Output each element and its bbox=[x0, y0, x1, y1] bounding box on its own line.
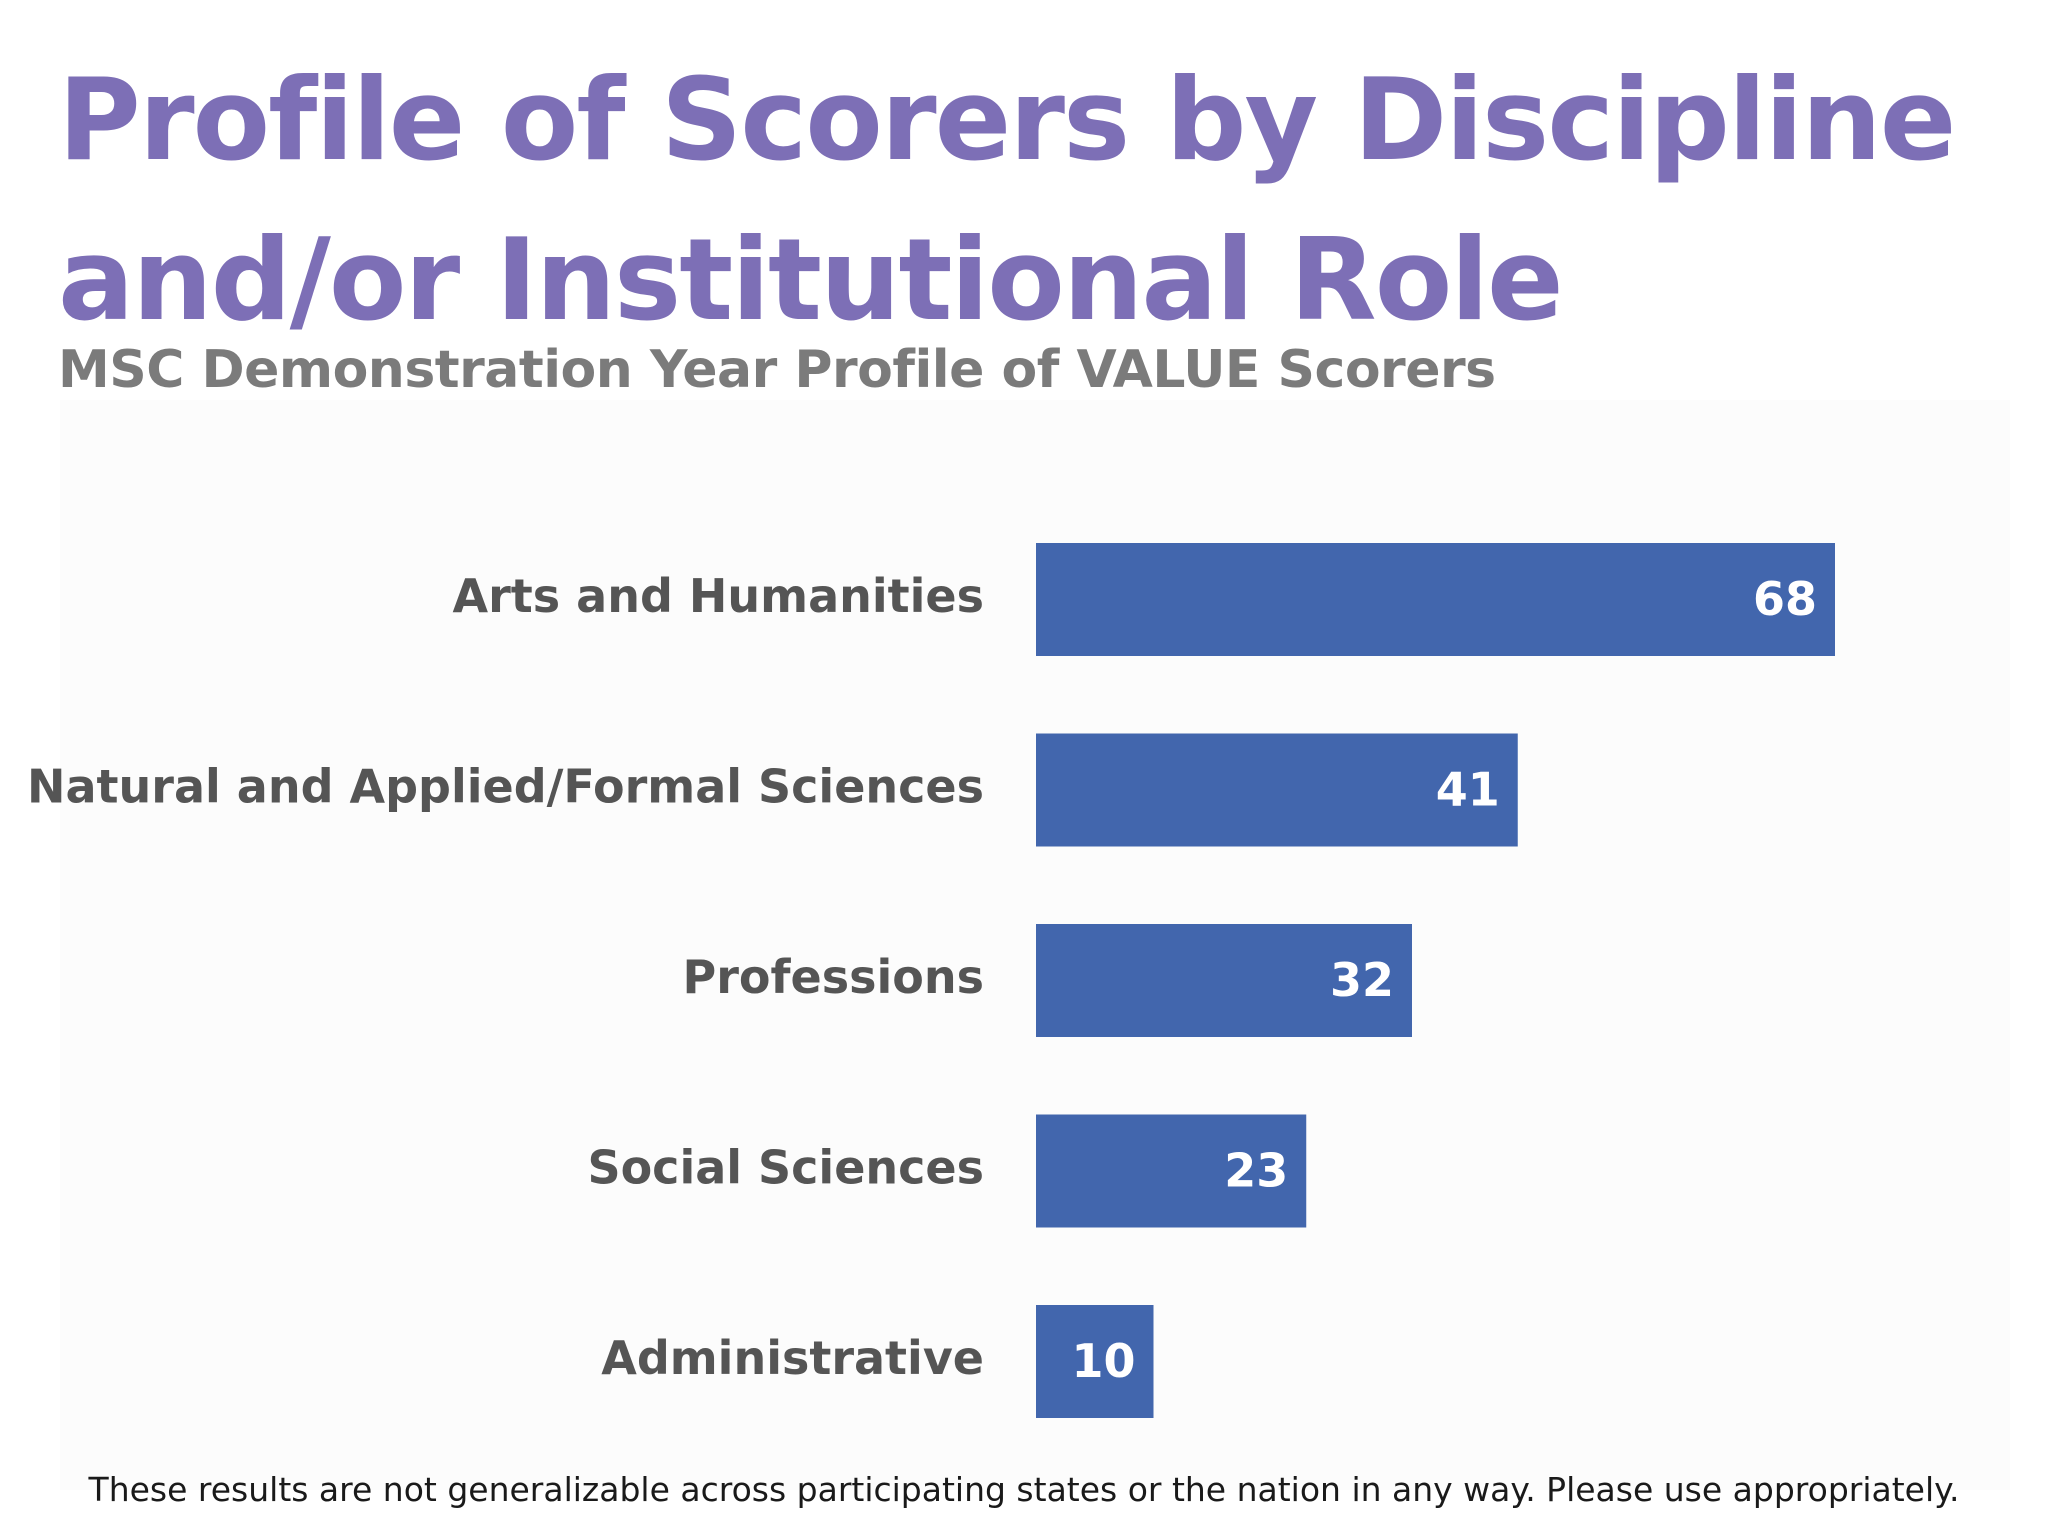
slide-title: Profile of Scorers by Discipline and/or … bbox=[58, 54, 1956, 346]
data-label-social-sciences: 23 bbox=[1224, 1144, 1288, 1198]
bar-natural-and-applied-formal-sciences bbox=[1036, 733, 1518, 847]
category-label-natural-and-applied-formal-sciences: Natural and Applied/Formal Sciences bbox=[27, 760, 984, 814]
chart-title: MSC Demonstration Year Profile of VALUE … bbox=[58, 340, 1496, 400]
bar-social-sciences bbox=[1036, 1114, 1307, 1228]
bar-professions bbox=[1036, 924, 1412, 1037]
data-label-arts-and-humanities: 68 bbox=[1753, 572, 1817, 626]
data-label-administrative: 10 bbox=[1071, 1334, 1135, 1388]
bar-arts-and-humanities bbox=[1036, 543, 1835, 656]
category-label-arts-and-humanities: Arts and Humanities bbox=[453, 569, 984, 623]
category-label-social-sciences: Social Sciences bbox=[587, 1141, 984, 1195]
category-label-professions: Professions bbox=[683, 950, 984, 1004]
bar-administrative bbox=[1036, 1305, 1154, 1418]
disclaimer-footnote: These results are not generalizable acro… bbox=[88, 1470, 1960, 1509]
category-label-administrative: Administrative bbox=[601, 1331, 984, 1385]
data-label-natural-and-applied-formal-sciences: 41 bbox=[1436, 763, 1500, 817]
data-label-professions: 32 bbox=[1330, 953, 1394, 1007]
